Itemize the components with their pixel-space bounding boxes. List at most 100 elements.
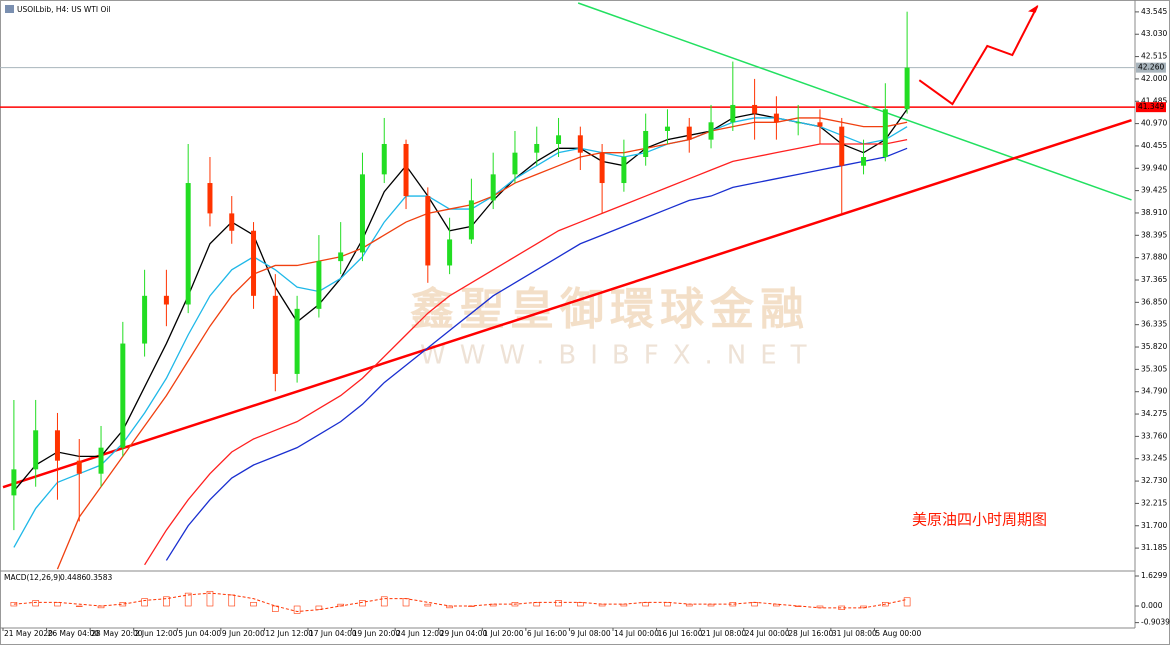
watermark-text: 鑫聖皇御環球金融 [410,284,810,335]
candle-body [556,135,562,144]
macd-bar [555,600,562,607]
y-tick-label: 43.545 [1141,7,1167,16]
candle-body [512,152,518,175]
macd-bar [272,605,279,612]
macd-bar [664,602,671,607]
macd-bar [359,600,366,607]
forecast-path [918,5,1039,106]
macd-signal-value: 0.3583 [86,573,112,582]
macd-bar [228,594,236,607]
y-tick-label: 38.395 [1141,230,1167,239]
trendline [2,118,1132,489]
candle-body [599,152,605,184]
watermark-url: WWW.BIBFX.NET [420,341,821,371]
x-tick-label: 24 Jun 12:00 [396,629,444,638]
y-tick-label: 36.335 [1141,320,1167,329]
candle-body [251,230,257,296]
x-tick-label: 6 Jul 16:00 [527,629,567,638]
x-tick-label: 28 May 20:00 [91,629,143,638]
macd-bar [163,596,170,607]
y-tick-label: 42.515 [1141,52,1167,61]
y-tick-label: 31.185 [1141,543,1167,552]
x-tick-label: 14 Jul 00:00 [614,629,659,638]
y-tick-label: 35.305 [1141,364,1167,373]
macd-y-tick-label: 1.6299 [1141,571,1167,580]
candle-body [294,308,300,374]
candle-body [272,295,278,374]
candle-body [207,183,213,214]
y-tick-label: 34.790 [1141,387,1167,396]
x-tick-label: 24 Jul 00:00 [745,629,790,638]
candle-body [33,430,39,470]
x-tick-label: 5 Jun 04:00 [178,629,221,638]
x-tick-label: 19 Jun 20:00 [353,629,401,638]
y-tick-label: 34.275 [1141,409,1167,418]
candle-body [447,239,453,266]
ma-line [56,117,908,570]
candle-body [752,104,758,114]
x-tick-label: 17 Jun 04:00 [309,629,357,638]
x-tick-label: 29 Jun 04:00 [440,629,488,638]
candle-body [861,157,867,166]
candle-body [621,157,627,184]
macd-bar [32,600,39,607]
candle-body [11,469,17,496]
candle-body [686,126,692,140]
macd-bar [598,603,606,607]
x-tick-label: 5 Aug 00:00 [875,629,921,638]
y-tick-label: 40.970 [1141,119,1167,128]
candle-body [490,174,496,201]
watermark: 鑫聖皇御環球金融 WWW.BIBFX.NET [410,284,821,371]
candle-body [795,122,801,124]
candle-body [163,295,169,305]
y-tick-label: 38.910 [1141,208,1167,217]
candle-body [142,295,148,344]
candle-body [403,143,409,197]
candle-body [468,200,474,240]
macd-y-tick-label: 0.000 [1141,601,1163,610]
y-tick-label: 40.455 [1141,141,1167,150]
candle-body [425,196,431,266]
macd-bar [250,602,257,607]
y-tick-label: 32.215 [1141,498,1167,507]
candle-body [316,261,322,309]
macd-bar [489,603,497,607]
macd-y-tick-label: -0.9039 [1141,618,1170,627]
price-box [1136,102,1166,113]
macd-bar [882,602,889,607]
candle-body [534,143,540,153]
candle-body [359,174,365,253]
annotation: 美原油四小时周期图 [912,511,1047,529]
candle-body [76,460,82,474]
x-tick-label: 28 Jul 16:00 [788,629,833,638]
price-box-label: 41.349 [1138,102,1164,111]
macd-bar [54,602,61,607]
macd-bar [511,602,519,607]
candle-body [54,430,60,461]
macd-bar [903,597,911,607]
candle-body [664,126,670,131]
candle-body [185,183,191,305]
x-tick-label: 12 Jun 12:00 [265,629,313,638]
macd-value: 0.4486 [60,573,86,582]
price-box [1136,62,1166,73]
macd-bar [315,605,323,610]
x-tick-label: 2 Jun 12:00 [135,629,178,638]
x-tick-label: 31 Jul 08:00 [832,629,877,638]
y-tick-label: 37.365 [1141,275,1167,284]
y-tick-label: 31.700 [1141,521,1167,530]
y-tick-label: 39.425 [1141,186,1167,195]
macd-bar [184,592,192,607]
candle-body [730,104,736,123]
candle-body [643,130,649,158]
ma-line [13,117,908,548]
y-tick-label: 32.730 [1141,476,1167,485]
candle-body [708,122,714,140]
ma-line [165,147,908,561]
candle-body [338,252,344,262]
x-tick-label: 21 Jul 08:00 [701,629,746,638]
macd-label: MACD(12,26,9) [4,573,61,582]
macd-bar [424,603,432,607]
